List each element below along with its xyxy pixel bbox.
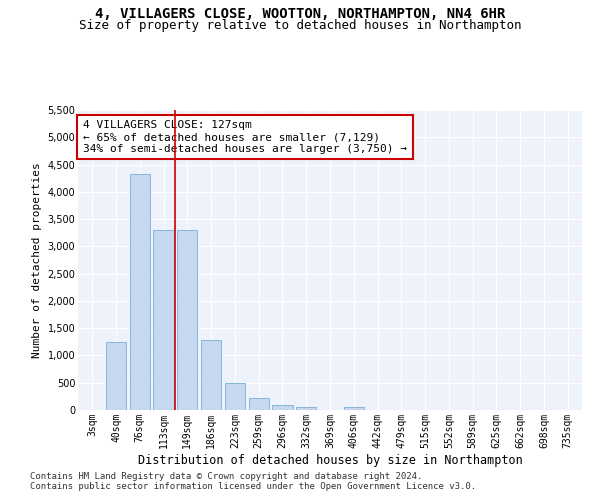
X-axis label: Distribution of detached houses by size in Northampton: Distribution of detached houses by size … bbox=[137, 454, 523, 466]
Text: 4, VILLAGERS CLOSE, WOOTTON, NORTHAMPTON, NN4 6HR: 4, VILLAGERS CLOSE, WOOTTON, NORTHAMPTON… bbox=[95, 8, 505, 22]
Text: Contains HM Land Registry data © Crown copyright and database right 2024.: Contains HM Land Registry data © Crown c… bbox=[30, 472, 422, 481]
Y-axis label: Number of detached properties: Number of detached properties bbox=[32, 162, 42, 358]
Text: Contains public sector information licensed under the Open Government Licence v3: Contains public sector information licen… bbox=[30, 482, 476, 491]
Bar bbox=[296, 408, 316, 410]
Bar bbox=[225, 384, 245, 410]
Bar bbox=[154, 230, 173, 410]
Bar bbox=[177, 230, 197, 410]
Bar bbox=[272, 405, 293, 410]
Bar bbox=[130, 174, 150, 410]
Bar bbox=[248, 398, 269, 410]
Bar bbox=[201, 340, 221, 410]
Text: 4 VILLAGERS CLOSE: 127sqm
← 65% of detached houses are smaller (7,129)
34% of se: 4 VILLAGERS CLOSE: 127sqm ← 65% of detac… bbox=[83, 120, 407, 154]
Bar bbox=[106, 342, 126, 410]
Text: Size of property relative to detached houses in Northampton: Size of property relative to detached ho… bbox=[79, 19, 521, 32]
Bar bbox=[344, 406, 364, 410]
